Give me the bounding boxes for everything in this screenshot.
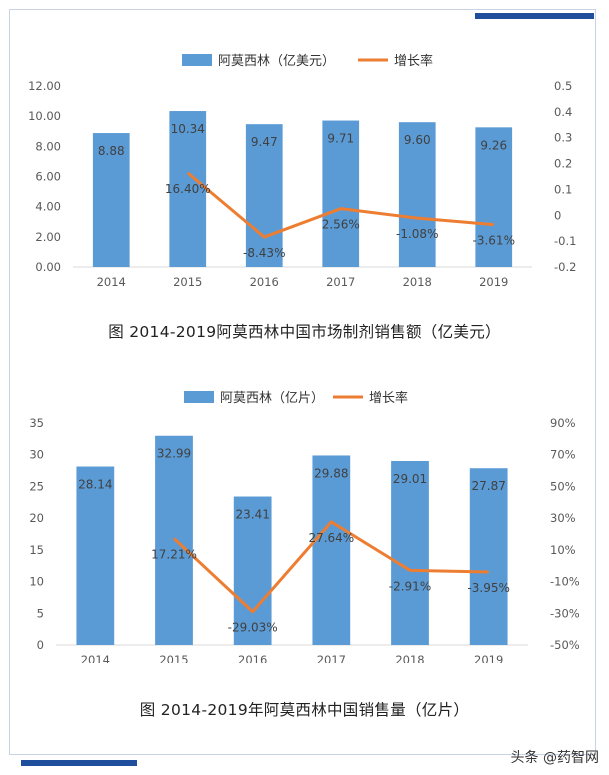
x-axis-tick-label: 2019 [474, 653, 503, 663]
y2-axis-tick-label: 0.5 [554, 79, 572, 93]
x-axis-tick-label: 2017 [326, 275, 355, 289]
growth-rate-label: 2.56% [322, 218, 360, 232]
x-axis-tick-label: 2016 [250, 275, 279, 289]
y2-axis-tick-label: -30% [550, 606, 580, 620]
legend-bar-swatch [184, 391, 214, 403]
y2-axis-tick-label: 10% [550, 543, 576, 557]
legend-bar-label: 阿莫西林（亿片） [220, 391, 324, 406]
y-axis-tick-label: 6.00 [35, 170, 61, 184]
bar [233, 496, 272, 645]
growth-rate-label: -2.91% [389, 579, 431, 593]
x-axis-tick-label: 2017 [317, 653, 346, 663]
bar [398, 122, 436, 267]
y-axis-tick-label: 30 [29, 448, 44, 462]
y-axis-tick-label: 15 [29, 543, 44, 557]
y2-axis-tick-label: -0.1 [554, 234, 576, 248]
bar [469, 468, 508, 645]
bottom-accent-bar [21, 760, 137, 766]
y2-axis-tick-label: -10% [550, 575, 580, 589]
bar-value-label: 29.88 [314, 466, 348, 480]
legend-line-label: 增长率 [369, 390, 408, 406]
growth-rate-label: -8.43% [243, 246, 285, 260]
chart-legend: 阿莫西林（亿片） 增长率 [184, 390, 408, 406]
y-axis-tick-label: 4.00 [35, 200, 61, 214]
bar-value-label: 9.47 [251, 135, 278, 149]
y2-axis-tick-label: -50% [550, 638, 580, 652]
legend-line-label: 增长率 [394, 53, 433, 69]
bar-value-label: 32.99 [157, 447, 191, 461]
x-axis-tick-label: 2015 [173, 275, 202, 289]
bar-value-label: 29.01 [393, 472, 427, 486]
growth-rate-line [172, 520, 489, 614]
y-axis-tick-label: 8.00 [35, 139, 61, 153]
y2-axis-tick-label: -0.2 [554, 260, 576, 274]
y-axis-tick-label: 5 [37, 606, 44, 620]
y2-axis-tick-label: 0.3 [554, 131, 572, 145]
y-axis-tick-label: 12.00 [28, 79, 61, 93]
bar-value-label: 9.60 [404, 133, 431, 147]
x-axis-tick-label: 2014 [97, 275, 126, 289]
bar-value-label: 8.88 [98, 144, 125, 158]
bar-value-label: 9.26 [480, 138, 507, 152]
y2-axis-tick-label: 50% [550, 479, 576, 493]
chart-legend: 阿莫西林（亿美元） 增长率 [182, 53, 433, 69]
x-axis-tick-label: 2019 [479, 275, 508, 289]
top-accent-bar [475, 13, 594, 19]
sales-volume-chart-caption: 图 2014-2019年阿莫西林中国销售量（亿片） [139, 701, 470, 719]
y2-axis-tick-label: 0.4 [554, 105, 572, 119]
y2-axis-tick-label: 0.1 [554, 182, 572, 196]
y-axis-tick-label: 20 [29, 511, 44, 525]
y-axis-tick-label: 0.00 [35, 260, 61, 274]
x-axis-tick-label: 2018 [403, 275, 432, 289]
growth-rate-label: 17.21% [151, 547, 197, 561]
sales-volume-chart: 阿莫西林（亿片） 增长率 0 5 10 15 20 25 30 35 -50% -30% -10% 10%… [29, 390, 580, 663]
bar [245, 124, 283, 268]
x-axis-tick-label: 2014 [81, 653, 110, 663]
bar-value-label: 10.34 [171, 122, 205, 136]
legend-bar-label: 阿莫西林（亿美元） [218, 54, 335, 69]
watermark: 头条 @药智网 [510, 750, 599, 766]
y-axis-tick-label: 25 [29, 479, 44, 493]
y2-axis-tick-label: 0 [554, 208, 561, 222]
bar-value-label: 23.41 [235, 508, 269, 522]
bar-value-label: 9.71 [327, 132, 354, 146]
growth-rate-line [186, 171, 494, 239]
x-axis-tick-label: 2016 [238, 653, 267, 663]
legend-bar-swatch [182, 54, 212, 66]
bar [322, 120, 360, 267]
bar [391, 460, 429, 645]
x-axis-tick-label: 2015 [159, 653, 188, 663]
y-axis-tick-label: 2.00 [35, 230, 61, 244]
y2-axis-tick-label: 0.2 [554, 157, 572, 171]
bar [169, 111, 207, 267]
bar [475, 127, 513, 267]
y2-axis-tick-label: 90% [550, 416, 576, 430]
content-frame [9, 9, 596, 755]
x-axis-tick-label: 2018 [395, 653, 424, 663]
y-axis-tick-label: 35 [29, 416, 44, 430]
growth-rate-label: -1.08% [396, 227, 438, 241]
sales-value-chart-caption: 图 2014-2019阿莫西林中国市场制剂销售额（亿美元） [108, 323, 501, 341]
y-axis-tick-label: 0 [37, 638, 44, 652]
growth-rate-label: -3.95% [467, 581, 509, 595]
y2-axis-tick-label: 30% [550, 511, 576, 525]
y-axis-tick-label: 10.00 [28, 109, 61, 123]
y-axis-tick-label: 10 [29, 575, 44, 589]
growth-rate-label: 16.40% [165, 182, 211, 196]
growth-rate-label: -3.61% [473, 234, 515, 248]
y2-axis-tick-label: 70% [550, 448, 576, 462]
bar [92, 133, 130, 267]
sales-value-chart: 阿莫西林（亿美元） 增长率 0.00 2.00 4.00 6.00 8.00 10.00 12.… [28, 53, 576, 289]
growth-rate-label: -29.03% [228, 621, 278, 635]
bar-value-label: 27.87 [471, 479, 505, 493]
bar-value-label: 28.14 [78, 478, 112, 492]
bar [312, 455, 351, 645]
bar [76, 466, 115, 645]
growth-rate-label: 27.64% [308, 531, 354, 545]
